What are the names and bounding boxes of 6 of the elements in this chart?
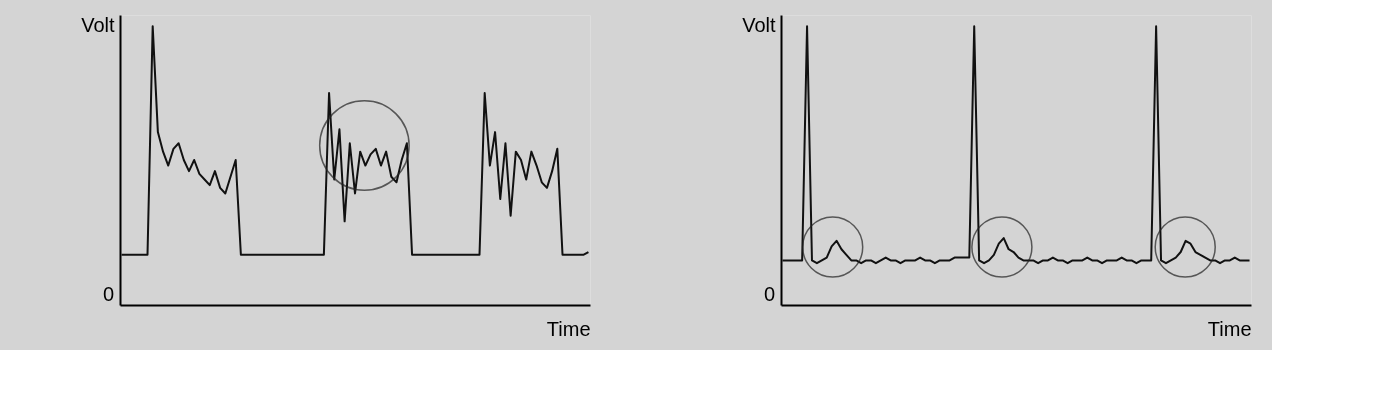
x-axis-title: Time: [546, 317, 591, 340]
text: 0: [102, 283, 114, 305]
text: 0: [763, 283, 775, 305]
y-axis-title: Volt: [81, 13, 115, 36]
y-axis-title: Volt: [742, 13, 776, 36]
x-axis-title: Time: [1207, 317, 1252, 340]
